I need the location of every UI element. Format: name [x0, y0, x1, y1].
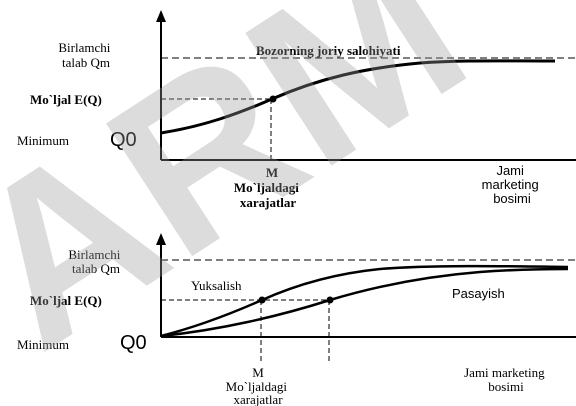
- top-y-label-forecast: Mo`ljal E(Q): [30, 92, 102, 107]
- top-x-axis-label: Jami marketing bosimi: [482, 163, 543, 206]
- bottom-y-label-min-symbol: Q0: [120, 332, 147, 354]
- bottom-y-label-demand: Birlamchi talab Qm: [68, 247, 123, 276]
- top-x-point-label: Mo`ljaldagi xarajatlar: [234, 180, 302, 210]
- bottom-x-point-label: Mo`ljaldagi xarajatlar: [226, 379, 291, 406]
- top-y-label-demand: Birlamchi talab Qm: [58, 40, 113, 70]
- bottom-x-axis-label: Jami marketing bosimi: [464, 365, 548, 394]
- top-y-label-min-word: Minimum: [17, 133, 69, 148]
- top-response-curve: [160, 59, 556, 135]
- bottom-point-falling: [326, 296, 334, 304]
- bottom-curve-down-label: Pasayish: [452, 286, 505, 301]
- top-x-point-letter: M: [266, 165, 278, 180]
- bottom-y-arrow: [156, 233, 166, 245]
- bottom-curve-up-label: Yuksalish: [191, 278, 242, 293]
- bottom-point-rising: [258, 296, 266, 304]
- top-forecast-point: [269, 95, 277, 103]
- top-market-potential-label: Bozorning joriy salohiyati: [256, 43, 401, 58]
- top-y-label-min-symbol: Q0: [110, 129, 137, 151]
- bottom-curve-falling: [160, 267, 569, 338]
- bottom-chart: Birlamchi talab Qm Yuksalish Pasayish Mo…: [17, 233, 576, 406]
- bottom-y-label-min-word: Minimum: [17, 337, 69, 352]
- top-y-arrow: [156, 10, 166, 22]
- bottom-y-label-forecast: Mo`ljal E(Q): [30, 293, 102, 308]
- bottom-x-point-letter: M: [252, 365, 264, 380]
- bottom-curve-rising: [160, 264, 569, 338]
- top-chart: Birlamchi talab Qm Bozorning joriy saloh…: [17, 10, 576, 210]
